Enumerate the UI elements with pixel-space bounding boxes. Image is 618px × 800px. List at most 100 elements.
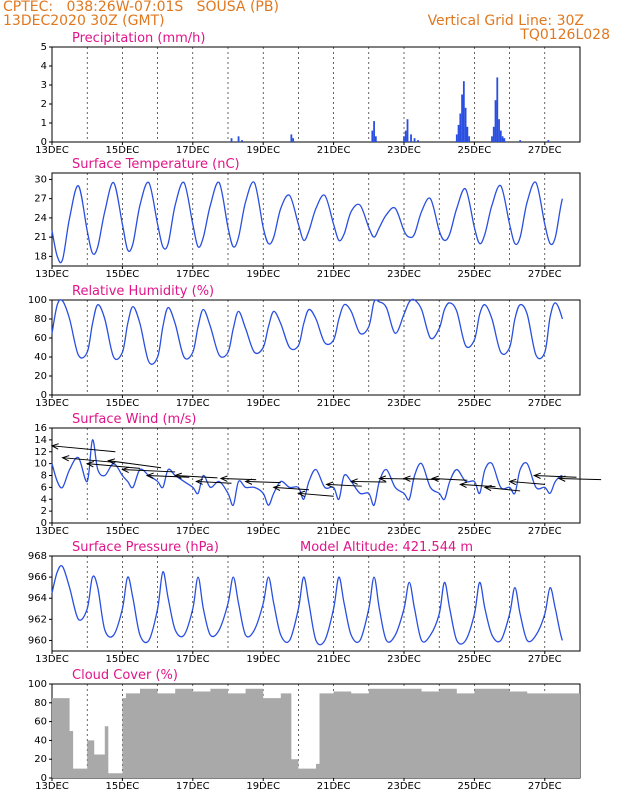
cloud-xtick-label: 15DEC (106, 781, 140, 792)
precip-xtick-label: 23DEC (387, 145, 421, 156)
temp-ytick-label: 24 (34, 213, 47, 224)
wind-title: Surface Wind (m/s) (72, 412, 196, 427)
rh-ytick-label: 40 (34, 352, 47, 363)
precip-xtick-label: 27DEC (528, 145, 562, 156)
wind-frame (51, 427, 581, 524)
wind-arrow-head (508, 478, 517, 486)
rh-ytick-label: 100 (28, 295, 47, 306)
wind-arrow (245, 480, 281, 484)
pres-ytick-label: 968 (28, 551, 47, 562)
wind-arrow-head (325, 481, 334, 488)
rh-ytick-label: 0 (41, 390, 47, 401)
precip-title: Precipitation (mm/h) (72, 31, 205, 46)
pres-ytick-label: 964 (28, 593, 47, 604)
precip-bar (491, 136, 493, 142)
wind-xtick-label: 27DEC (528, 526, 562, 537)
header-left-line2: 13DEC2020 30Z (GMT) (3, 13, 165, 29)
temp-xtick-label: 17DEC (176, 269, 210, 280)
wind-arrow-head (297, 490, 306, 498)
wind-arrow-head (532, 472, 541, 479)
wind-arrow (108, 460, 162, 469)
precip-ytick-label: 5 (41, 42, 47, 53)
precip-bar (230, 138, 233, 142)
wind-arrow-head (430, 475, 439, 482)
rh-xtick-label: 27DEC (528, 398, 562, 409)
precip-bar (462, 81, 465, 142)
cloud-xtick-label: 25DEC (458, 781, 492, 792)
wind-arrow-head (61, 455, 70, 462)
rh-frame (51, 299, 581, 396)
wind-arrow (534, 475, 577, 478)
header-right-line2: TQ0126L028 (520, 27, 610, 43)
precip-bar (373, 121, 375, 142)
precip-bar (503, 138, 506, 142)
cloud-cover-area (52, 688, 580, 778)
wind-xtick-label: 19DEC (246, 526, 280, 537)
wind-xtick-label: 23DEC (387, 526, 421, 537)
temp-ytick-label: 27 (34, 194, 47, 205)
precip-bar (292, 138, 295, 142)
pres-frame (51, 555, 581, 652)
precip-bar (404, 130, 407, 142)
temp-title: Surface Temperature (nC) (72, 157, 240, 172)
wind-arrow (326, 483, 362, 487)
wind-arrow (509, 480, 545, 485)
rh-xtick-label: 15DEC (106, 398, 140, 409)
cloud-xtick-label: 19DEC (246, 781, 280, 792)
cloud-ytick-label: 40 (34, 735, 47, 746)
precip-bar (459, 113, 462, 142)
precip-bar (547, 140, 550, 142)
cloud-ytick-label: 0 (41, 773, 47, 784)
rh-ytick-label: 80 (34, 314, 47, 325)
wind-arrow (298, 492, 334, 497)
precip-ytick-label: 4 (41, 61, 47, 72)
precip-bar (468, 136, 471, 142)
wind-series-line (51, 439, 563, 507)
pres-title: Surface Pressure (hPa) (72, 540, 219, 555)
precip-ytick-label: 1 (41, 118, 47, 129)
wind-xtick-label: 17DEC (176, 526, 210, 537)
precip-bar (496, 77, 499, 142)
pres-ytick-label: 966 (28, 572, 47, 583)
precip-xtick-label: 13DEC (35, 145, 69, 156)
wind-arrow (62, 457, 116, 463)
wind-arrow-head (378, 475, 387, 482)
cloud-xtick-label: 27DEC (528, 781, 562, 792)
precip-bar (413, 138, 416, 142)
pres-ytick-label: 960 (28, 635, 47, 646)
cloud-ytick-label: 100 (28, 679, 47, 690)
rh-title: Relative Humidity (%) (72, 284, 214, 299)
precip-bar (403, 136, 405, 142)
precip-bar (466, 126, 469, 142)
pres-series-line (51, 565, 564, 646)
temp-xtick-label: 19DEC (246, 269, 280, 280)
temp-xtick-label: 15DEC (106, 269, 140, 280)
cloud-ytick-label: 20 (34, 754, 47, 765)
precip-xtick-label: 25DEC (458, 145, 492, 156)
wind-xtick-label: 25DEC (458, 526, 492, 537)
wind-arrow-head (483, 484, 492, 492)
rh-xtick-label: 21DEC (317, 398, 351, 409)
pres-xtick-label: 17DEC (176, 654, 210, 665)
wind-arrow-head (272, 484, 281, 491)
header-right-line1: Vertical Grid Line: 30Z (427, 13, 584, 29)
precip-ytick-label: 0 (41, 137, 47, 148)
precip-bar (494, 100, 497, 142)
precip-bar (374, 136, 377, 142)
temp-ytick-label: 18 (34, 251, 47, 262)
precip-xtick-label: 17DEC (176, 145, 210, 156)
pres-xtick-label: 25DEC (458, 654, 492, 665)
wind-arrow (87, 463, 141, 469)
wind-ytick-label: 14 (34, 435, 47, 446)
precip-bar (498, 119, 500, 142)
cloud-xtick-label: 17DEC (176, 781, 210, 792)
cloud-xtick-label: 13DEC (35, 781, 69, 792)
rh-ytick-label: 20 (34, 371, 47, 382)
wind-xtick-label: 21DEC (317, 526, 351, 537)
precip-bar (371, 130, 374, 142)
model-altitude-label: Model Altitude: 421.544 m (300, 540, 473, 555)
precip-bar (457, 124, 460, 142)
pres-xtick-label: 23DEC (387, 654, 421, 665)
wind-ytick-label: 2 (41, 506, 47, 517)
